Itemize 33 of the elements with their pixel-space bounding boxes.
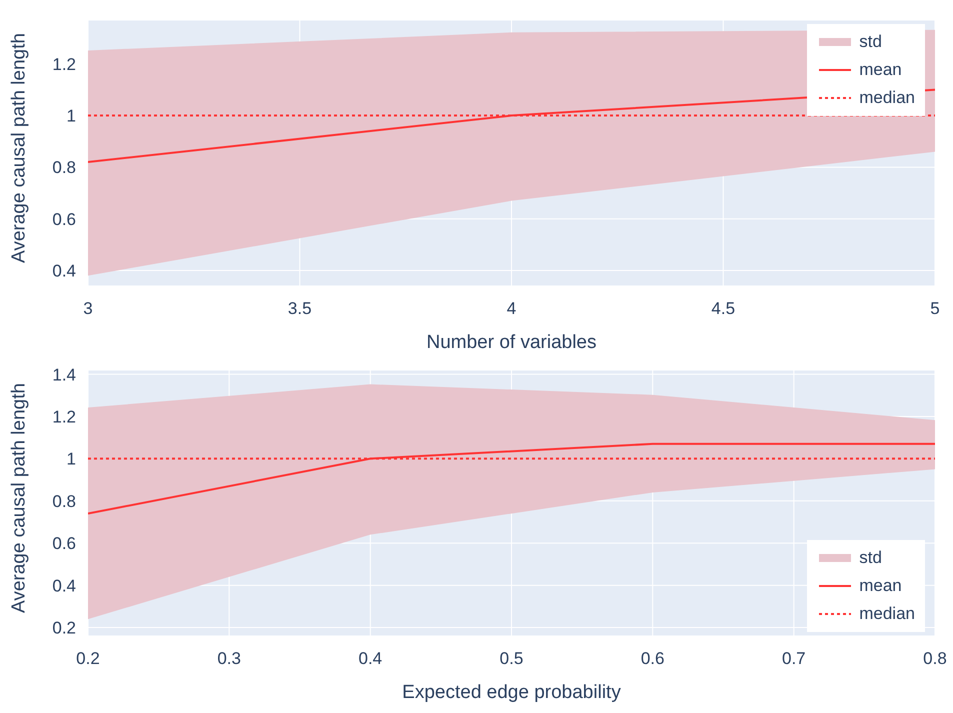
x-tick-label: 0.8 <box>923 649 947 668</box>
y-tick-label: 1.4 <box>52 365 76 384</box>
y-axis-title: Average causal path length <box>8 33 30 263</box>
x-tick-label: 0.5 <box>500 649 524 668</box>
x-tick-label: 4 <box>506 299 516 318</box>
x-tick-label: 3.5 <box>288 299 312 318</box>
legend-label: mean <box>859 575 902 597</box>
y-tick-label: 1.2 <box>52 54 76 74</box>
x-tick-label: 0.3 <box>217 649 241 668</box>
y-tick-label: 0.4 <box>52 262 76 281</box>
legend-label: mean <box>859 59 902 81</box>
y-tick-label: 0.8 <box>52 158 76 178</box>
legend-label: std <box>859 31 882 53</box>
x-axis-title: Expected edge probability <box>402 682 622 703</box>
y-tick-label: 0.8 <box>52 492 76 511</box>
legend-label: std <box>859 547 882 569</box>
legend-label: median <box>859 87 915 109</box>
legend-label: median <box>859 603 915 625</box>
x-tick-label: 4.5 <box>711 299 736 318</box>
y-tick-label: 1 <box>66 450 76 469</box>
y-tick-label: 1 <box>66 106 76 126</box>
x-tick-label: 0.4 <box>358 649 382 668</box>
x-tick-label: 3 <box>83 299 93 318</box>
x-tick-label: 0.7 <box>782 649 806 668</box>
x-axis-title: Number of variables <box>426 332 597 353</box>
y-tick-label: 0.6 <box>52 534 76 554</box>
y-tick-label: 0.6 <box>52 210 76 229</box>
y-tick-label: 0.4 <box>52 576 76 596</box>
x-tick-label: 0.6 <box>640 649 664 668</box>
x-tick-label: 5 <box>930 299 940 318</box>
y-tick-label: 0.2 <box>52 618 76 638</box>
y-tick-label: 1.2 <box>52 407 76 426</box>
y-axis-title: Average causal path length <box>8 383 30 613</box>
